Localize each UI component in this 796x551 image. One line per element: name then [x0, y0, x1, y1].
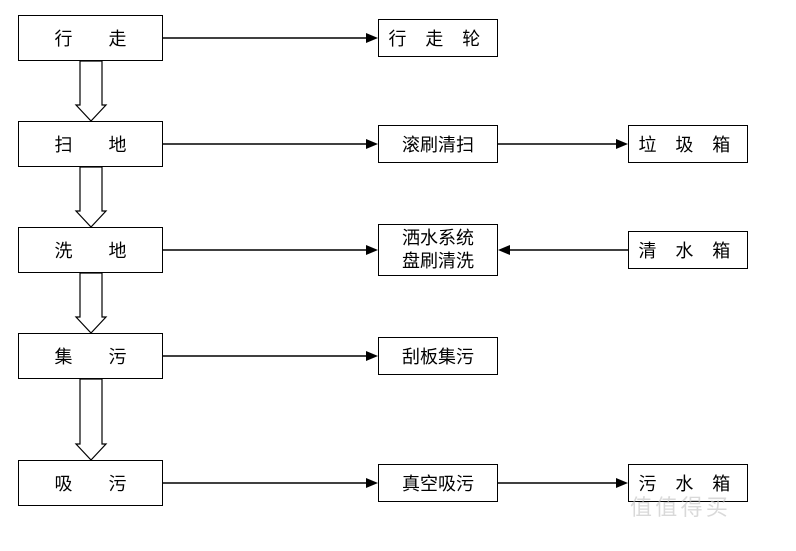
solid-arrow-7	[483, 468, 643, 498]
flow-node-n4: 滚刷清扫	[378, 125, 498, 163]
hollow-arrow-0	[74, 59, 108, 123]
solid-arrow-2	[483, 129, 643, 159]
solid-arrow-3	[148, 235, 393, 265]
flow-node-n1: 行 走	[18, 15, 163, 61]
solid-arrow-6	[148, 468, 393, 498]
watermark: 值值得买	[630, 490, 731, 522]
flow-node-n10: 刮板集污	[378, 337, 498, 375]
flow-node-n3: 扫 地	[18, 121, 163, 167]
flow-node-n11: 吸 污	[18, 460, 163, 506]
flow-node-n8: 清 水 箱	[628, 231, 748, 269]
solid-arrow-1	[148, 129, 393, 159]
flow-node-n5: 垃 圾 箱	[628, 125, 748, 163]
solid-arrow-0	[148, 23, 393, 53]
flow-node-n7: 洒水系统 盘刷清洗	[378, 224, 498, 276]
flow-node-n9: 集 污	[18, 333, 163, 379]
hollow-arrow-2	[74, 271, 108, 335]
solid-arrow-4	[483, 235, 643, 265]
hollow-arrow-3	[74, 377, 108, 462]
flow-node-n6: 洗 地	[18, 227, 163, 273]
flow-node-n12: 真空吸污	[378, 464, 498, 502]
hollow-arrow-1	[74, 165, 108, 229]
flow-node-n2: 行 走 轮	[378, 19, 498, 57]
solid-arrow-5	[148, 341, 393, 371]
